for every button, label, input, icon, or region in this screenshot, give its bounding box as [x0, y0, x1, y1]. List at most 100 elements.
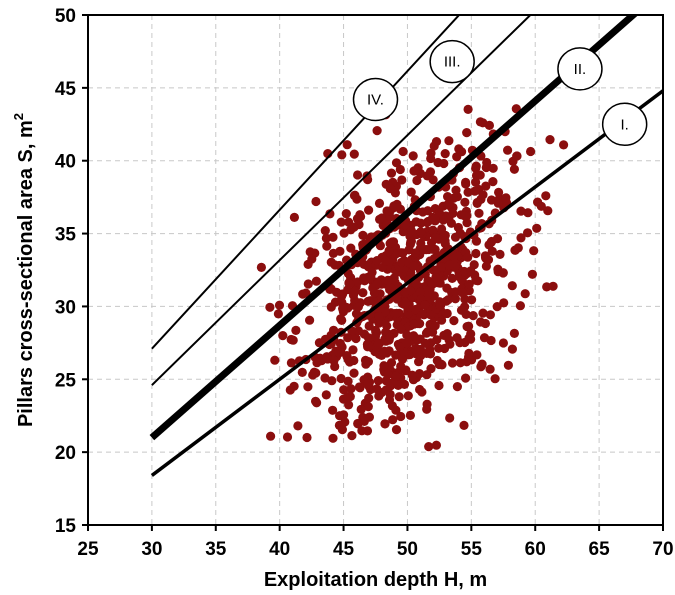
scatter-point [417, 309, 427, 319]
series-label: III. [444, 54, 461, 71]
scatter-point [340, 417, 350, 427]
scatter-point [392, 308, 402, 318]
series-label-bubble [352, 77, 399, 122]
scatter-point [461, 373, 471, 383]
scatter-point [341, 209, 351, 219]
scatter-point [337, 425, 347, 435]
scatter-point [444, 335, 454, 345]
scatter-point [362, 426, 373, 436]
scatter-point [464, 348, 474, 358]
scatter-point [461, 309, 471, 319]
scatter-point [415, 287, 425, 297]
scatter-point [478, 190, 488, 200]
scatter-point [435, 301, 445, 311]
scatter-point [373, 376, 383, 386]
scatter-point [455, 338, 465, 348]
scatter-point [541, 191, 551, 201]
scatter-point [457, 288, 468, 298]
scatter-point [353, 326, 363, 336]
scatter-point [420, 300, 430, 310]
x-tick-label: 40 [269, 539, 290, 560]
scatter-point [420, 338, 431, 348]
scatter-point [396, 411, 406, 422]
scatter-point [494, 187, 504, 197]
scatter-point [307, 254, 317, 264]
scatter-point [373, 279, 383, 289]
scatter-point [349, 222, 359, 232]
scatter-point [385, 378, 396, 388]
scatter-point [356, 404, 366, 414]
scatter-point [532, 223, 542, 233]
scatter-point [488, 163, 498, 173]
scatter-point [488, 177, 498, 187]
scatter-point [490, 374, 500, 384]
scatter-point [368, 296, 378, 306]
scatter-point [462, 357, 472, 367]
scatter-point [464, 321, 474, 331]
scatter-point [529, 246, 539, 256]
scatter-point [468, 311, 478, 321]
scatter-point [372, 384, 382, 394]
scatter-point [470, 270, 480, 280]
scatter-point [495, 249, 505, 259]
scatter-point [343, 376, 353, 386]
scatter-point [467, 295, 477, 305]
scatter-point [432, 335, 442, 345]
scatter-point [349, 149, 359, 159]
scatter-point [406, 187, 416, 197]
y-tick-label: 30 [55, 297, 76, 318]
scatter-point [437, 315, 447, 325]
scatter-point [328, 248, 338, 258]
scatter-point [405, 285, 415, 296]
scatter-point [374, 391, 384, 401]
scatter-point [323, 354, 333, 364]
scatter-point [302, 432, 312, 443]
scatter-point [328, 405, 338, 415]
scatter-point [438, 215, 448, 225]
scatter-point [289, 212, 299, 222]
scatter-point [286, 334, 296, 345]
scatter-point [353, 302, 363, 312]
scatter-point [338, 394, 349, 404]
scatter-point [386, 168, 397, 178]
y-axis-title-text: Pillars cross-sectional area S, m [15, 120, 37, 427]
series-label-bubble [601, 102, 648, 147]
scatter-point [487, 246, 497, 256]
x-tick-label: 55 [461, 539, 483, 560]
scatter-point [391, 425, 402, 435]
scatter-point [348, 345, 358, 355]
scatter-point [410, 248, 420, 258]
scatter-point [346, 243, 356, 253]
scatter-point [366, 271, 376, 281]
scatter-point [301, 288, 311, 298]
series-label-bubble [429, 39, 475, 84]
scatter-point [459, 211, 469, 221]
scatter-point [363, 402, 373, 412]
x-tick-label: 60 [525, 539, 546, 560]
scatter-point [457, 275, 467, 285]
scatter-point [311, 276, 321, 286]
scatter-point [305, 315, 315, 325]
scatter-point [343, 333, 353, 343]
scatter-point [395, 164, 405, 175]
scatter-point [270, 355, 280, 365]
scatter-point [397, 257, 407, 267]
scatter-point [397, 175, 407, 185]
scatter-point [403, 391, 413, 401]
scatter-point [346, 384, 356, 394]
scatter-point [442, 308, 452, 319]
scatter-point [559, 140, 569, 150]
scatter-point [311, 196, 321, 207]
scatter-point [360, 355, 371, 365]
series-line-4 [151, 15, 461, 350]
scatter-point [334, 347, 344, 357]
scatter-point [409, 319, 419, 329]
scatter-point [383, 369, 393, 379]
scatter-point [401, 338, 411, 348]
x-tick-label: 70 [652, 539, 673, 560]
scatter-point [286, 358, 296, 368]
x-tick-label: 30 [141, 539, 162, 560]
y-tick-label: 50 [55, 6, 76, 27]
scatter-point [475, 317, 486, 327]
scatter-point [345, 357, 355, 367]
